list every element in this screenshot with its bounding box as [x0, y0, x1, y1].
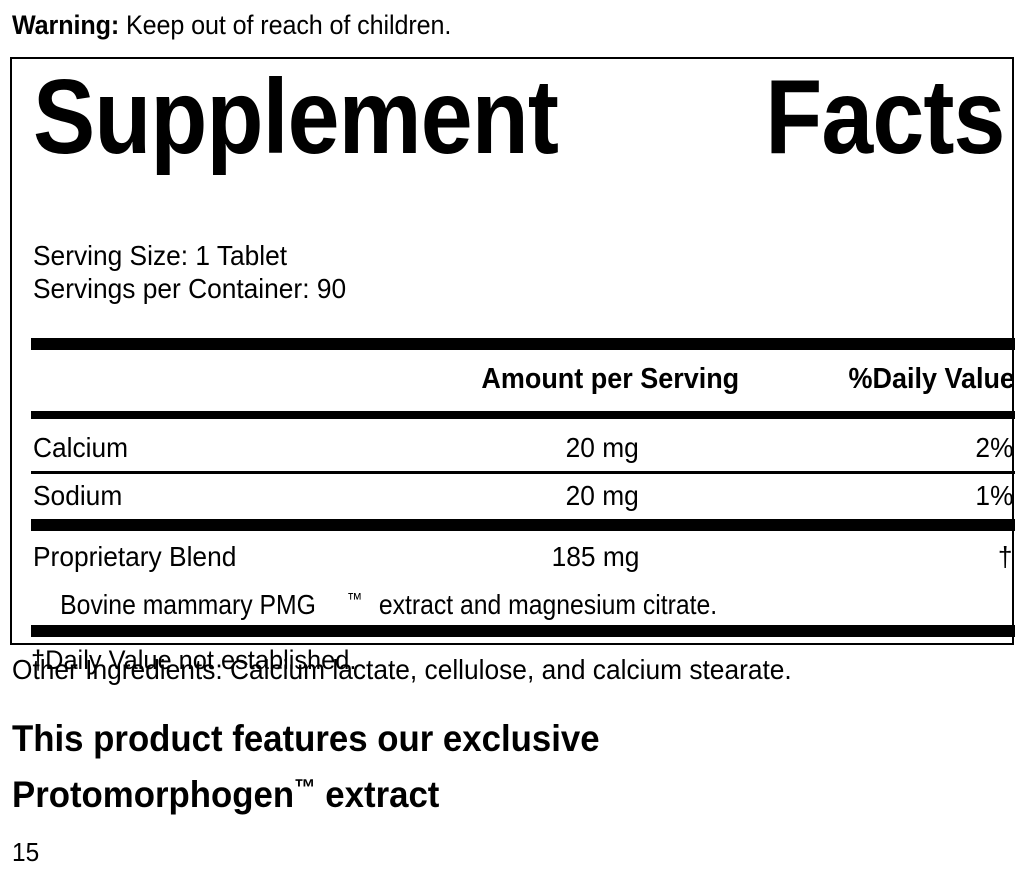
rule-thick-top: [31, 338, 1015, 350]
table-row: Sodium 20 mg 1%: [31, 475, 1015, 517]
nutrient-name: Sodium: [33, 480, 123, 511]
feature-statement-line2-suffix: extract: [315, 773, 440, 815]
nutrient-name: Calcium: [33, 432, 129, 463]
blend-ingredients-prefix: Bovine mammary PMG: [60, 589, 316, 621]
feature-statement-line2-prefix: Protomorphogen: [12, 773, 295, 815]
warning-text: Keep out of reach of children.: [119, 10, 452, 40]
panel-title-word-supplement: Supplement: [33, 58, 559, 176]
blend-ingredients: Bovine mammary PMG ™ extract and magnesiu…: [31, 580, 1015, 624]
trademark-icon: ™: [347, 589, 363, 609]
feature-statement: This product features our exclusive Prot…: [12, 714, 1012, 819]
warning-line: Warning: Keep out of reach of children.: [12, 9, 451, 41]
column-header-amount-per-serving: Amount per Serving: [481, 363, 739, 395]
nutrient-amount: 20 mg: [565, 480, 639, 511]
servings-per-container: Servings per Container: 90: [33, 273, 347, 304]
nutrient-daily-value: 1%: [974, 480, 1013, 511]
nutrient-amount: 20 mg: [565, 432, 639, 463]
blend-amount: 185 mg: [551, 541, 639, 572]
feature-statement-line2: Protomorphogen™ extract: [12, 763, 952, 819]
panel-title-word-facts: Facts: [765, 58, 1005, 176]
rule-above-footnote: [31, 625, 1015, 637]
panel-title: Supplement Facts: [33, 58, 1005, 176]
warning-label: Warning:: [12, 10, 120, 40]
blend-ingredients-suffix: extract and magnesium citrate.: [378, 589, 717, 621]
supplement-facts-inner: Supplement Facts Serving Size: 1 Tablet …: [21, 58, 1015, 675]
table-row-blend: Proprietary Blend 185 mg †: [31, 536, 1015, 578]
rule-above-blend: [31, 519, 1015, 531]
other-ingredients: Other Ingredients: Calcium lactate, cell…: [12, 654, 792, 685]
column-header-daily-value: %Daily Value: [848, 363, 1015, 395]
page-number: 15: [12, 837, 40, 867]
blend-name: Proprietary Blend: [33, 541, 237, 572]
daily-value-footnote: †Daily Value not established.: [31, 645, 357, 675]
trademark-icon: ™: [294, 774, 316, 800]
table-row: Calcium 20 mg 2%: [31, 427, 1015, 469]
column-header-row: Amount per Serving %Daily Value: [31, 359, 1015, 399]
serving-size: Serving Size: 1 Tablet: [33, 240, 288, 271]
rule-row-divider: [31, 471, 1015, 474]
nutrient-daily-value: 2%: [974, 432, 1013, 463]
supplement-facts-panel: Supplement Facts Serving Size: 1 Tablet …: [10, 57, 1015, 675]
rule-under-headers: [31, 411, 1015, 419]
feature-statement-line1: This product features our exclusive: [12, 718, 600, 759]
blend-daily-value: †: [998, 541, 1013, 572]
serving-info: Serving Size: 1 Tablet Servings per Cont…: [33, 239, 933, 305]
